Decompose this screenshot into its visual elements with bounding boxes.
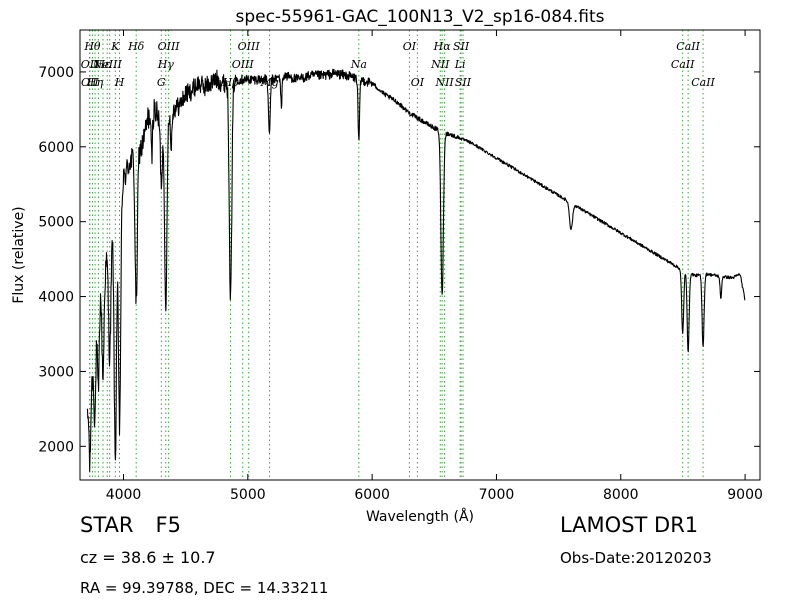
object-classification: STAR F5 [80, 513, 181, 537]
x-axis-ticks: 4000 5000 6000 7000 8000 9000 [106, 30, 763, 503]
spectrum-line [86, 68, 746, 472]
survey-name: LAMOST DR1 [560, 513, 699, 537]
x-tick-label-2: 6000 [354, 487, 390, 503]
line-marker-label-25: SII [453, 40, 470, 53]
x-tick-label-0: 4000 [106, 487, 142, 503]
y-tick-label-3: 5000 [38, 215, 74, 231]
x-tick-label-1: 5000 [230, 487, 266, 503]
observation-date: Obs-Date:20120203 [560, 549, 712, 567]
y-axis-label: Flux (relative) [11, 206, 27, 303]
y-tick-label-2: 4000 [38, 290, 74, 306]
line-marker-label-27: CaII [671, 58, 695, 71]
chart-title: spec-55961-GAC_100N13_V2_sp16-084.fits [235, 7, 604, 27]
line-marker-label-29: CaII [691, 76, 715, 89]
line-marker-label-16: OIII [238, 40, 261, 53]
line-marker-label-20: OI [411, 76, 425, 89]
y-tick-label-0: 2000 [38, 439, 74, 455]
object-subclass: F5 [155, 513, 181, 537]
coordinates-text: RA = 99.39788, DEC = 14.33211 [80, 579, 329, 597]
redshift-text: cz = 38.6 ± 10.7 [80, 548, 216, 567]
x-tick-label-4: 8000 [603, 487, 639, 503]
line-marker-label-13: OIII [158, 40, 181, 53]
line-marker-label-18: Na [350, 58, 367, 71]
line-marker-labels-layer: OIIOIIHθHηHεNeIIIKHHδGHγOIIIHβOIIIOIIIMg… [81, 40, 716, 89]
line-markers-layer [89, 30, 704, 480]
y-axis-ticks: 2000 3000 4000 5000 6000 7000 [38, 65, 760, 455]
line-marker-label-21: NII [430, 58, 450, 71]
y-tick-label-5: 7000 [38, 65, 74, 81]
y-tick-label-1: 3000 [38, 364, 74, 380]
object-type: STAR [80, 513, 134, 537]
line-marker-label-8: K [110, 40, 120, 53]
line-marker-label-5: Hε [94, 58, 111, 71]
line-marker-label-1: OII [81, 76, 99, 89]
x-axis-label: Wavelength (Å) [366, 508, 474, 525]
line-marker-label-12: Hγ [157, 58, 175, 71]
line-marker-label-26: SII [455, 76, 472, 89]
x-tick-label-5: 9000 [727, 487, 763, 503]
line-marker-label-3: Hη [86, 76, 104, 89]
line-marker-label-28: CaII [676, 40, 700, 53]
line-marker-label-11: G [157, 76, 166, 89]
line-marker-label-22: Hα [433, 40, 452, 53]
line-marker-label-10: Hδ [127, 40, 145, 53]
line-marker-label-24: Li [454, 58, 466, 71]
x-tick-label-3: 7000 [479, 487, 515, 503]
line-marker-label-19: OI [403, 40, 417, 53]
line-marker-label-23: NII [434, 76, 454, 89]
y-tick-label-4: 6000 [38, 140, 74, 156]
line-marker-label-2: Hθ [83, 40, 101, 53]
plot-frame [79, 29, 761, 481]
line-marker-label-15: OIII [232, 58, 255, 71]
line-marker-label-0: OII [81, 58, 99, 71]
line-marker-label-6: NeIII [92, 58, 123, 71]
line-marker-label-9: H [114, 76, 125, 89]
